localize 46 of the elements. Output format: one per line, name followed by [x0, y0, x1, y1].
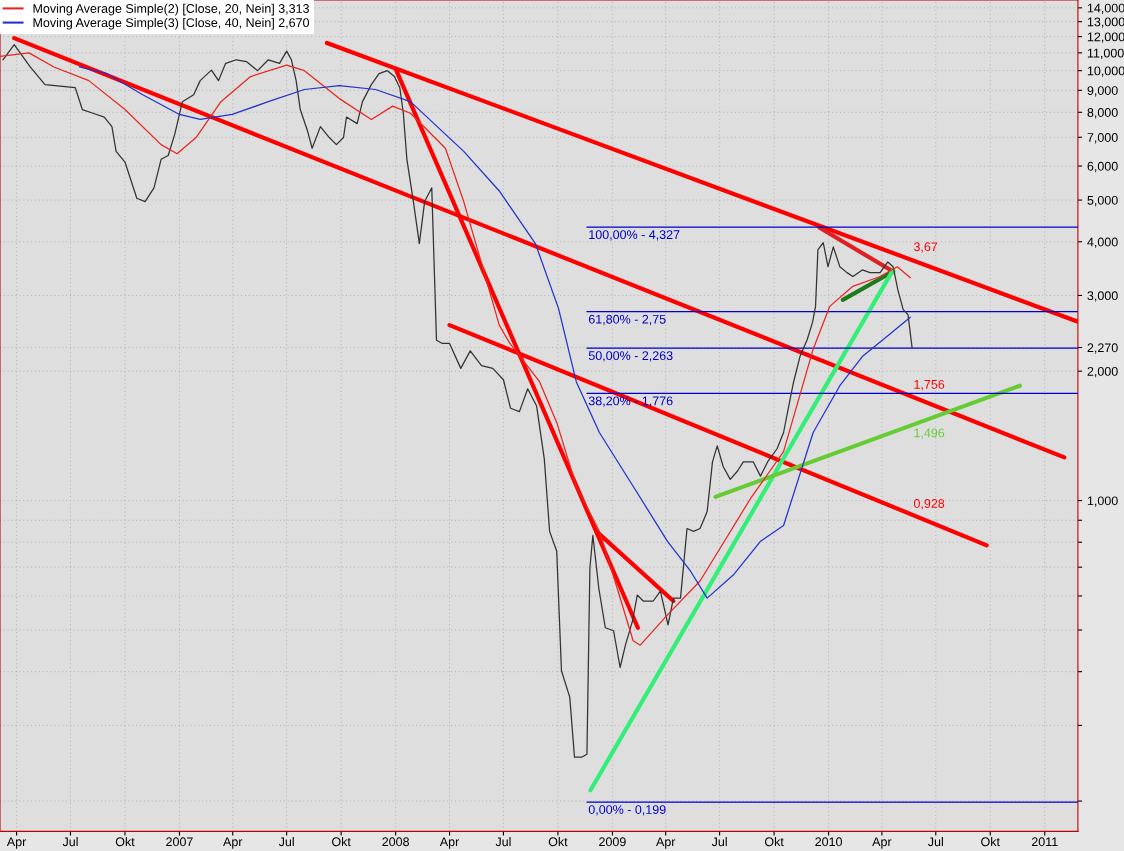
y-tick-label: 6,000	[1087, 161, 1118, 173]
annotation: 61,80% - 2,75	[588, 314, 666, 326]
x-tick-label: Jul	[711, 836, 727, 847]
y-tick-label: 13,000	[1087, 17, 1124, 28]
x-tick-label: 2008	[382, 837, 409, 847]
y-tick-label: 8,000	[1087, 108, 1118, 119]
y-tick-label: 3,000	[1087, 291, 1118, 302]
x-tick-label: 2007	[166, 837, 193, 847]
x-tick-label: Jul	[927, 836, 943, 847]
legend-label: Moving Average Simple(2) [Close, 20, Nein] 3,313	[33, 3, 309, 16]
annotation: 100,00% - 4,327	[589, 230, 680, 241]
x-tick-label: 2011	[1031, 837, 1058, 847]
y-tick-label: 2,000	[1087, 366, 1118, 378]
y-tick-label: 11,000	[1087, 48, 1124, 59]
y-tick-label: 4,000	[1087, 237, 1118, 248]
y-tick-label: 1,000	[1087, 496, 1118, 507]
x-tick-label: Okt	[548, 836, 568, 847]
x-tick-label: Apr	[6, 837, 27, 849]
y-tick-label: 10,000	[1087, 66, 1124, 77]
x-tick-label: Okt	[332, 836, 351, 847]
x-tick-label: Apr	[223, 837, 243, 849]
y-tick-label: 2,270	[1087, 343, 1118, 354]
x-tick-label: Apr	[872, 837, 892, 849]
annotation: 50,00% - 2,263	[588, 351, 673, 362]
y-tick-label: 5,000	[1087, 195, 1118, 207]
y-tick-label: 12,000	[1087, 32, 1124, 43]
legend-label: Moving Average Simple(3) [Close, 40, Nein] 2,670	[33, 17, 310, 30]
annotation: 1,756	[914, 379, 945, 391]
x-tick-label: Jul	[62, 836, 78, 847]
annotation: 0,928	[913, 499, 945, 510]
annotation: 0,00% - 0,199	[588, 805, 666, 816]
annotation: 38,20% - 1,776	[588, 396, 673, 407]
x-tick-label: Okt	[981, 836, 1000, 847]
x-tick-label: Jul	[278, 836, 294, 847]
x-tick-label: 2010	[815, 837, 842, 847]
x-tick-label: Apr	[439, 837, 460, 849]
y-tick-label: 14,000	[1087, 3, 1124, 14]
x-tick-label: Okt	[764, 836, 784, 847]
x-tick-label: Jul	[495, 836, 511, 847]
x-tick-label: Okt	[115, 836, 135, 847]
x-tick-label: Apr	[656, 837, 676, 849]
annotation: 3,67	[913, 242, 938, 253]
annotation: 1,496	[914, 428, 945, 439]
y-tick-label: 7,000	[1087, 133, 1118, 144]
y-tick-label: 9,000	[1087, 86, 1118, 97]
x-tick-label: 2009	[599, 837, 626, 847]
